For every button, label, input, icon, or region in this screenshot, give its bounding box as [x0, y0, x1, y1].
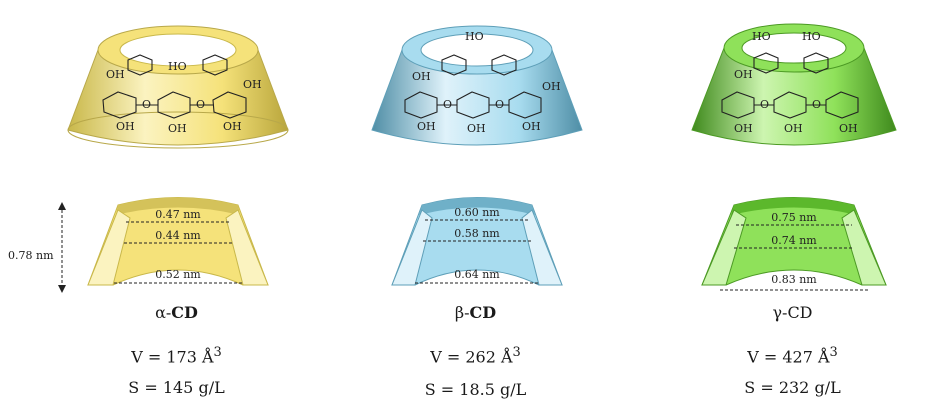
alpha-volume: V = 173 Å3 — [131, 345, 222, 367]
gamma-dim-bottom: 0.83 nm — [771, 273, 817, 286]
svg-text:OH: OH — [839, 122, 858, 135]
alpha-solubility: S = 145 g/L — [128, 378, 225, 397]
gamma-cd-panel: OH HO HO OH OH OH O O 0.75 nm 0.74 nm 0.83 nm… — [634, 0, 951, 403]
svg-text:OH: OH — [116, 120, 135, 133]
beta-volume: V = 262 Å3 — [430, 345, 521, 367]
alpha-dimension-arrows — [114, 221, 244, 284]
svg-text:OH: OH — [467, 122, 486, 135]
beta-cone-opening — [420, 33, 534, 67]
gamma-dim-middle: 0.74 nm — [771, 234, 817, 247]
gamma-cone-body — [691, 47, 897, 146]
svg-text:OH: OH — [417, 120, 436, 133]
beta-dim-middle: 0.58 nm — [454, 227, 500, 240]
alpha-cd-name: α-CD — [155, 303, 198, 322]
alpha-dim-top: 0.47 nm — [155, 208, 201, 221]
beta-cd-illustration: OH HO OH OH OH OH O O 0.60 nm 0.58 nm 0.64 nm — [371, 25, 583, 286]
svg-text:HO: HO — [168, 60, 187, 73]
svg-text:O: O — [443, 98, 452, 111]
gamma-molecule-labels: OH HO HO OH OH OH O O — [734, 30, 858, 135]
svg-text:OH: OH — [734, 68, 753, 81]
alpha-cd-illustration: OH HO OH OH OH OH O O 0.47 nm 0.44 nm 0.52 nm — [58, 25, 289, 293]
svg-text:O: O — [142, 98, 151, 111]
beta-molecule-labels: OH HO OH OH OH OH O O — [412, 30, 561, 135]
gamma-dim-top: 0.75 nm — [771, 211, 817, 224]
svg-text:OH: OH — [243, 78, 262, 91]
svg-text:OH: OH — [106, 68, 125, 81]
svg-text:O: O — [196, 98, 205, 111]
alpha-molecule-labels: OH HO OH OH OH OH O O — [106, 60, 262, 135]
gamma-cone-opening — [741, 32, 847, 64]
gamma-solubility: S = 232 g/L — [744, 378, 841, 397]
alpha-molecule-structure — [102, 54, 247, 119]
beta-dim-top: 0.60 nm — [454, 206, 500, 219]
gamma-cd-name: γ-CD — [772, 303, 813, 322]
beta-cd-name: β-CD — [454, 303, 497, 322]
gamma-volume: V = 427 Å3 — [747, 345, 838, 367]
alpha-dim-middle: 0.44 nm — [155, 229, 201, 242]
svg-text:OH: OH — [734, 122, 753, 135]
beta-solubility: S = 18.5 g/L — [424, 380, 527, 399]
alpha-cd-panel: OH HO OH OH OH OH O O 0.47 nm 0.44 nm 0.52 nm… — [18, 0, 335, 403]
svg-text:O: O — [812, 98, 821, 111]
svg-text:HO: HO — [802, 30, 821, 43]
svg-text:OH: OH — [168, 122, 187, 135]
beta-dimension-arrows — [415, 219, 539, 284]
svg-text:HO: HO — [465, 30, 484, 43]
svg-text:O: O — [760, 98, 769, 111]
beta-dim-bottom: 0.64 nm — [454, 268, 500, 281]
svg-text:HO: HO — [752, 30, 771, 43]
svg-text:O: O — [495, 98, 504, 111]
beta-molecule-structure — [404, 54, 542, 119]
gamma-dimension-arrows — [720, 224, 868, 291]
svg-text:OH: OH — [542, 80, 561, 93]
beta-cd-panel: OH HO OH OH OH OH O O 0.60 nm 0.58 nm 0.64 nm… — [317, 0, 634, 403]
svg-text:OH: OH — [412, 70, 431, 83]
height-dimension-label: 0.78 nm — [8, 249, 54, 262]
beta-cone-body — [371, 49, 583, 146]
gamma-molecule-structure — [721, 52, 859, 119]
svg-text:OH: OH — [223, 120, 242, 133]
gamma-cd-illustration: OH HO HO OH OH OH O O 0.75 nm 0.74 nm 0.83 nm — [691, 23, 897, 291]
svg-text:OH: OH — [522, 120, 541, 133]
svg-text:OH: OH — [784, 122, 803, 135]
alpha-cone-body — [67, 49, 289, 146]
alpha-dim-bottom: 0.52 nm — [155, 268, 201, 281]
